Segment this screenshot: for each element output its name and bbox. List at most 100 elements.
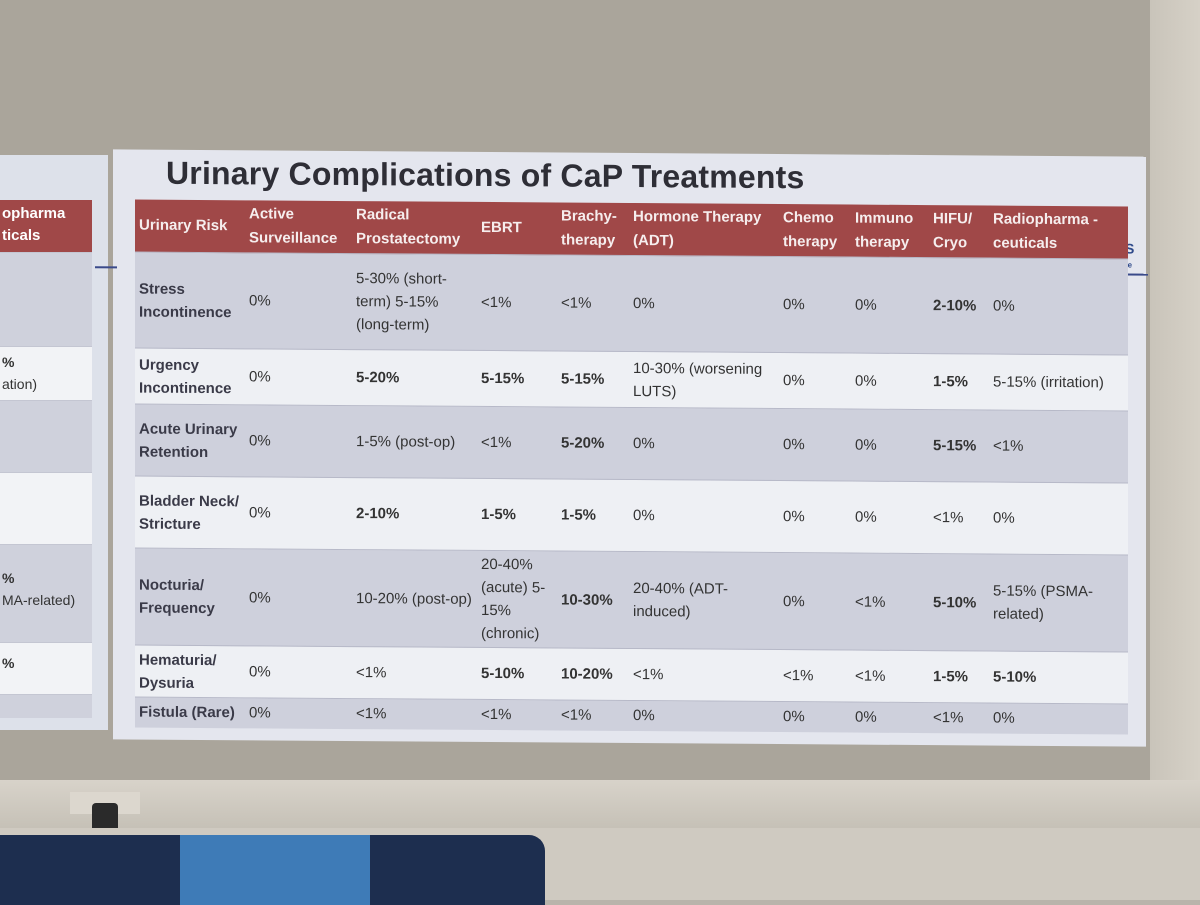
row-label: Acute Urinary Retention [135,404,245,477]
column-header: Radical Prostatectomy [352,201,477,255]
table-row: Nocturia/ Frequency 0% 10-20% (post-op) … [135,548,1128,652]
table-cell: 0% [629,255,779,353]
table-cell: <1% [629,648,779,702]
table-cell: 0% [779,552,851,651]
adjacent-fragment: % [2,655,15,671]
table-cell: 0% [989,482,1128,555]
table-cell: 0% [779,408,851,482]
adjacent-row: % MA-related) [0,544,92,642]
table-cell: <1% [989,410,1128,483]
wall-right-edge [1150,0,1200,800]
row-label: Nocturia/ Frequency [135,548,245,646]
table-cell: 5-15% (irritation) [989,354,1128,411]
table-cell: 5-15% [929,409,989,483]
table-cell: 5-30% (short-term) 5-15% (long-term) [352,253,477,351]
row-label: Fistula (Rare) [135,697,245,728]
adjacent-fragment: % [2,570,15,586]
adjacent-row [0,400,92,472]
table-cell: 0% [851,409,929,482]
adjacent-slide-partial: opharma ticals % ation) % MA-related) % [0,155,108,730]
table-row: Acute Urinary Retention 0% 1-5% (post-op… [135,404,1128,483]
table-cell: <1% [477,699,557,730]
column-header: HIFU/ Cryo [929,205,989,259]
adjacent-slide-header: opharma ticals [0,200,92,252]
table-cell: <1% [352,698,477,730]
adjacent-row: % ation) [0,346,92,400]
table-cell: 0% [629,700,779,732]
left-divider-rule [95,266,117,269]
table-cell: 2-10% [352,477,477,551]
table-cell: 0% [989,258,1128,355]
table-cell: 10-30% [557,550,629,649]
main-slide: Urinary Complications of CaP Treatments … [95,149,1148,747]
table-cell: 10-30% (worsening LUTS) [629,351,779,409]
table-cell: 0% [245,348,352,406]
table-cell: 1-5% [557,478,629,552]
table-cell: 0% [245,697,352,729]
table-cell: 0% [245,476,352,550]
adjacent-fragment: MA-related) [2,592,76,608]
table-cell: 0% [779,701,851,733]
table-cell: 20-40% (ADT-induced) [629,551,779,650]
row-label: Hematuria/ Dysuria [135,645,245,698]
table-cell: <1% [929,481,989,555]
table-cell: 10-20% (post-op) [352,549,477,648]
adjacent-fragment: % [2,354,15,370]
adjacent-row [0,472,92,544]
table-cell: 20-40% (acute) 5-15% (chronic) [477,550,557,648]
adjacent-row [0,252,92,346]
table-cell: 5-10% [929,553,989,652]
table-cell: 5-20% [352,349,477,407]
adjacent-header-line-1: opharma [2,205,66,222]
table-cell: 0% [245,252,352,350]
column-header: Radiopharma -ceuticals [989,205,1128,259]
complications-table: Urinary Risk Active Surveillance Radical… [135,199,1128,734]
slide-title: Urinary Complications of CaP Treatments [166,154,805,196]
table-cell: 5-15% (PSMA-related) [989,554,1128,652]
table-cell: 5-10% [477,647,557,700]
adjacent-row: % [0,642,92,694]
table-cell: 1-5% [929,650,989,704]
table-cell: 0% [779,352,851,410]
column-header: Chemo therapy [779,204,851,258]
table-row: Fistula (Rare) 0% <1% <1% <1% 0% 0% 0% <… [135,697,1128,734]
column-header: Hormone Therapy (ADT) [629,202,779,257]
row-label: Urgency Incontinence [135,348,245,405]
table-row: Stress Incontinence 0% 5-30% (short-term… [135,252,1128,355]
table-cell: <1% [557,254,629,352]
table-cell: 0% [245,645,352,699]
table-cell: 0% [851,702,929,733]
column-header: Urinary Risk [135,199,245,253]
table-cell: <1% [352,646,477,700]
column-header: Immuno therapy [851,204,929,258]
right-divider-rule [1126,273,1148,276]
table-cell: 0% [779,480,851,554]
table-cell: 0% [245,404,352,478]
table-row: Bladder Neck/ Stricture 0% 2-10% 1-5% 1-… [135,476,1128,555]
table-cell: 2-10% [929,257,989,355]
table-cell: 5-15% [477,350,557,407]
table-row: Urgency Incontinence 0% 5-20% 5-15% 5-15… [135,348,1128,411]
row-label: Stress Incontinence [135,252,245,349]
whiteboard-ledge [0,780,1200,830]
table-cell: 0% [989,703,1128,734]
table-cell: 0% [629,479,779,553]
column-header: Brachy-therapy [557,202,629,256]
table-row: Hematuria/ Dysuria 0% <1% 5-10% 10-20% <… [135,645,1128,704]
table-cell: 0% [851,257,929,354]
table-cell: <1% [477,406,557,479]
table-cell: <1% [929,702,989,734]
table-cell: 0% [779,256,851,354]
table-cell: <1% [851,650,929,703]
row-label: Bladder Neck/ Stricture [135,476,245,549]
table-cell: 1-5% [929,353,989,411]
adjacent-fragment: ation) [2,376,38,392]
table-cell: 10-20% [557,647,629,701]
table-cell: <1% [477,254,557,351]
table-cell: 0% [629,407,779,481]
table-cell: 0% [245,548,352,647]
table-cell: <1% [557,699,629,731]
adjacent-row [0,694,92,718]
table-cell: 5-20% [557,406,629,480]
table-cell: 5-10% [989,651,1128,704]
